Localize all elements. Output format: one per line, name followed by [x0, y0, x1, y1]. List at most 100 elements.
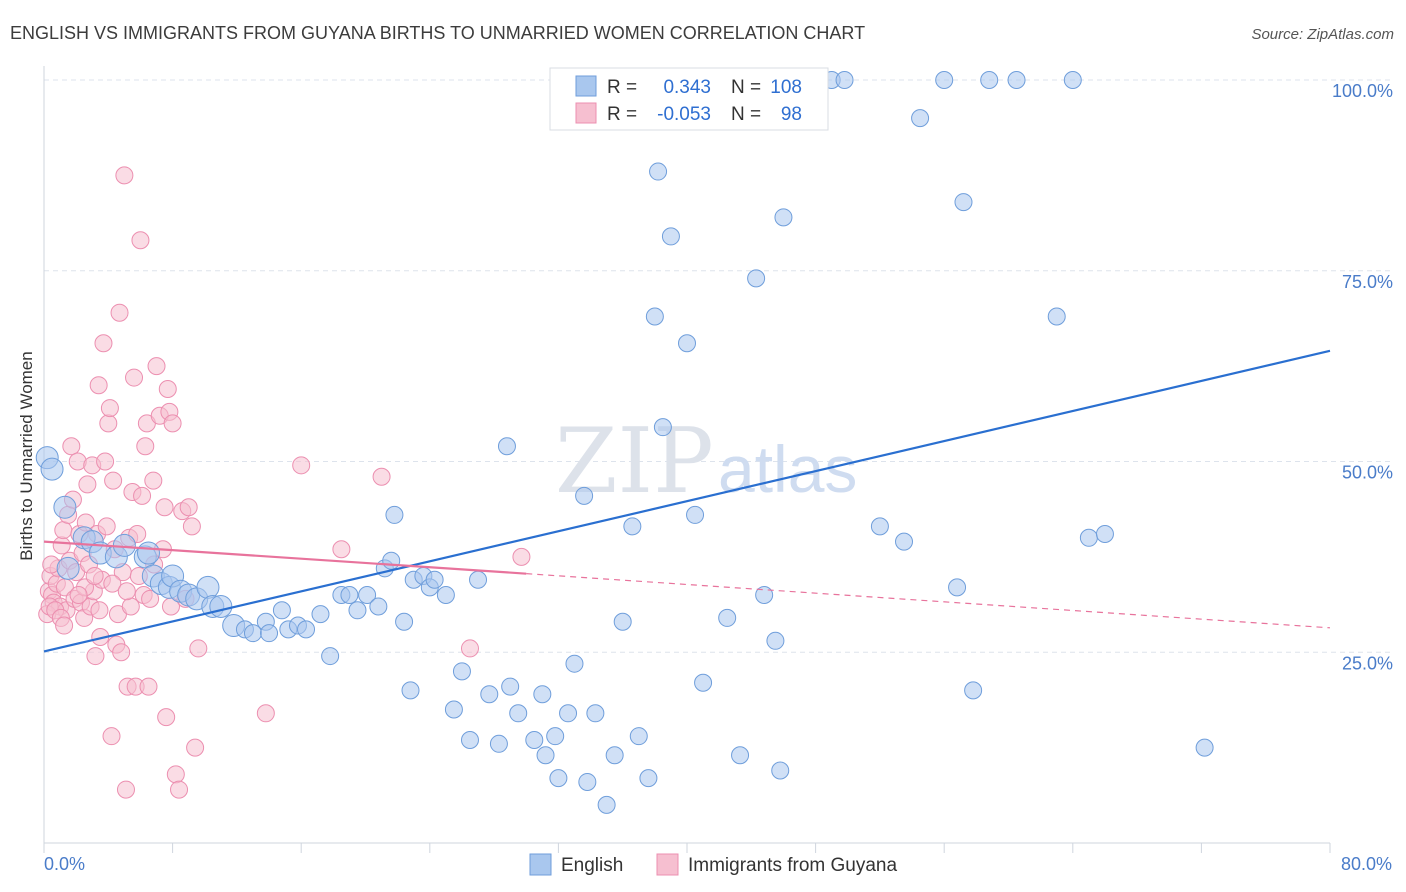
guyana-point — [139, 677, 158, 696]
y-axis-title: Births to Unmarried Women — [17, 351, 36, 560]
english-point — [766, 631, 785, 650]
english-trendline — [43, 349, 1331, 653]
stats-english-r-value: 0.343 — [663, 77, 711, 98]
english-point — [605, 746, 624, 765]
english-point — [718, 608, 737, 627]
english-point — [509, 704, 528, 723]
guyana-point — [97, 517, 116, 536]
english-point — [469, 570, 488, 589]
english-point — [747, 269, 766, 288]
english-point — [1063, 71, 1082, 89]
english-point — [565, 654, 584, 673]
english-point — [385, 505, 404, 524]
english-point — [480, 685, 499, 704]
english-point — [645, 307, 664, 326]
english-point — [623, 517, 642, 536]
guyana-point — [55, 616, 74, 635]
guyana-point — [292, 456, 311, 475]
guyana-point — [186, 738, 205, 757]
guyana-point — [112, 643, 131, 662]
guyana-point — [69, 586, 88, 605]
guyana-point — [136, 437, 155, 456]
english-point — [444, 700, 463, 719]
stats-guyana-n-label: N = — [731, 104, 761, 125]
guyana-point — [155, 498, 174, 517]
guyana-point — [62, 437, 81, 456]
guyana-point — [117, 582, 136, 601]
stats-box: R = 0.343 N = 108 R = -0.053 N = 98 — [549, 67, 829, 131]
english-point — [311, 605, 330, 624]
guyana-point — [182, 517, 201, 536]
english-point — [1007, 71, 1026, 89]
guyana-point — [189, 639, 208, 658]
english-point — [525, 730, 544, 749]
stats-english-r-label: R = — [607, 77, 637, 98]
english-point — [501, 677, 520, 696]
y-tick-label-100: 100.0% — [1332, 81, 1393, 101]
guyana-point — [125, 368, 144, 387]
guyana-point — [166, 765, 185, 784]
english-point — [980, 71, 999, 89]
watermark: ZIP atlas — [555, 409, 857, 514]
english-point — [549, 769, 568, 788]
english-point — [1047, 307, 1066, 326]
english-point — [382, 551, 401, 570]
english-point — [196, 575, 220, 599]
english-point — [1095, 524, 1114, 543]
english-point — [489, 734, 508, 753]
guyana-point — [115, 166, 134, 185]
legend-guyana-label: Immigrants from Guyana — [688, 855, 897, 876]
guyana-point — [144, 471, 163, 490]
english-point — [260, 624, 279, 643]
guyana-point — [158, 380, 177, 399]
english-point — [136, 541, 160, 565]
guyana-point — [372, 467, 391, 486]
guyana-point — [147, 357, 166, 376]
english-point — [546, 727, 565, 746]
english-point — [678, 334, 696, 353]
english-point — [460, 730, 479, 749]
stats-english-swatch — [575, 75, 597, 97]
english-point — [452, 662, 471, 681]
english-point — [653, 418, 672, 437]
english-point — [575, 486, 594, 505]
english-point — [935, 71, 954, 89]
guyana-point — [102, 727, 121, 746]
english-series — [35, 71, 1214, 814]
guyana-point — [133, 486, 152, 505]
guyana-point — [99, 414, 118, 433]
guyana-point — [90, 601, 109, 620]
english-point — [395, 612, 414, 631]
y-tick-labels: 25.0% 50.0% 75.0% 100.0% — [1332, 81, 1393, 673]
english-point — [401, 681, 420, 700]
guyana-point — [89, 376, 108, 395]
english-point — [559, 704, 578, 723]
english-point — [771, 761, 790, 780]
guyana-point — [460, 639, 479, 658]
english-point — [297, 620, 316, 639]
english-point — [964, 681, 983, 700]
y-tick-label-25: 25.0% — [1342, 653, 1393, 673]
guyana-point — [512, 547, 531, 566]
english-point — [1195, 738, 1214, 757]
english-point — [533, 685, 552, 704]
stats-english-n-value: 108 — [770, 77, 802, 98]
english-point — [436, 586, 455, 605]
guyana-point — [100, 399, 119, 418]
y-tick-label-50: 50.0% — [1342, 463, 1393, 483]
english-point — [53, 495, 77, 519]
english-point — [597, 795, 616, 814]
x-tick-max: 80.0% — [1341, 854, 1392, 874]
english-point — [954, 193, 973, 212]
stats-guyana-n-value: 98 — [781, 104, 802, 125]
stats-english-n-label: N = — [731, 77, 761, 98]
guyana-point — [110, 303, 129, 322]
guyana-point — [163, 414, 182, 433]
english-point — [272, 601, 291, 620]
english-point — [321, 647, 340, 666]
stats-guyana-r-label: R = — [607, 104, 637, 125]
guyana-point — [179, 498, 198, 517]
legend-english-swatch — [529, 853, 552, 876]
english-point — [870, 517, 889, 536]
legend: English Immigrants from Guyana — [529, 853, 897, 876]
